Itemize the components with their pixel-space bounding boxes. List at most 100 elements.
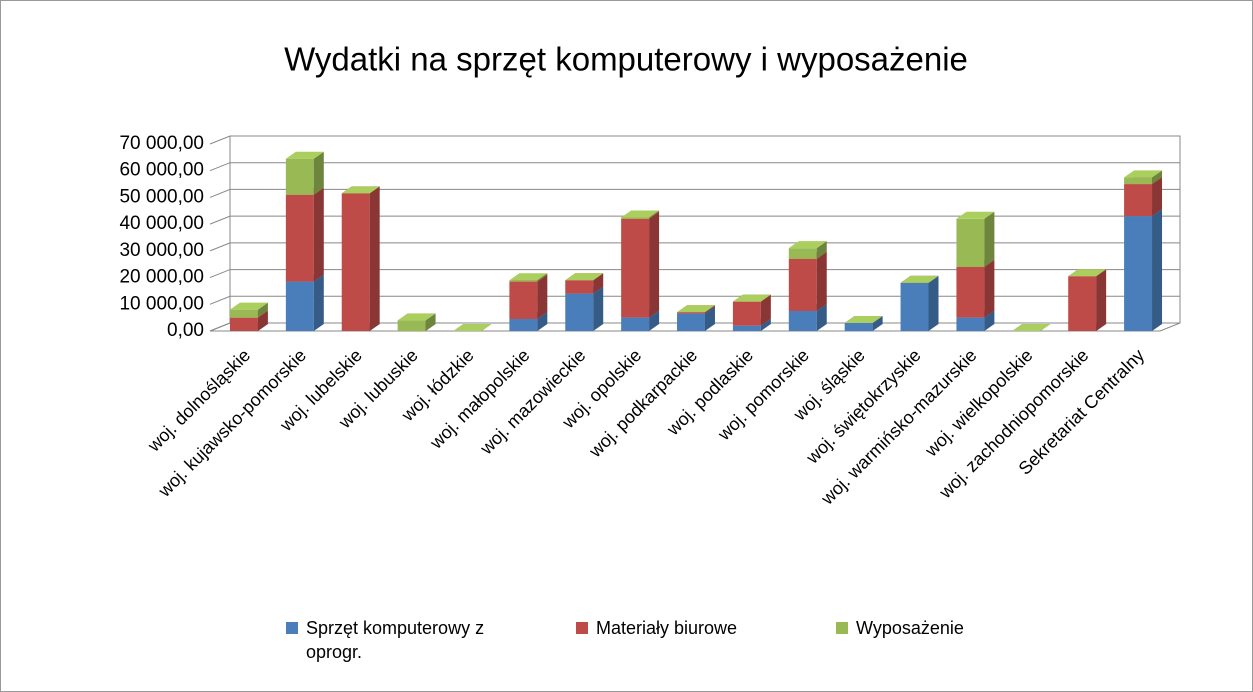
bar-top — [453, 324, 492, 331]
bar-top — [509, 273, 548, 281]
bar-side — [649, 211, 660, 318]
bar-side — [537, 311, 548, 331]
bar-front — [956, 317, 985, 331]
bar-top — [1124, 170, 1163, 178]
y-tick-label: 50 000,00 — [119, 186, 204, 207]
bar-front — [509, 318, 538, 331]
bar-segment — [844, 315, 883, 323]
bar-top — [788, 241, 827, 249]
bar-top — [732, 294, 771, 302]
chart-title: Wydatki na sprzęt komputerowy i wyposaże… — [284, 41, 968, 78]
bar-top — [285, 151, 324, 159]
bar-front — [956, 218, 985, 267]
bar-front — [621, 317, 650, 331]
bar-segment — [341, 186, 380, 194]
y-tick-label: 0,00 — [167, 320, 204, 341]
bar-side — [593, 286, 604, 331]
bar-side — [704, 305, 715, 314]
bar-front — [621, 217, 650, 219]
bar-segment — [1068, 269, 1107, 277]
y-tick-label: 10 000,00 — [119, 293, 204, 314]
bar-front — [1124, 216, 1153, 331]
grid-line — [209, 188, 1180, 198]
bar-side — [1152, 209, 1163, 331]
bar-segment — [1124, 170, 1163, 185]
legend-swatch — [286, 622, 298, 634]
bar-top — [1012, 324, 1051, 331]
bar-side — [984, 211, 995, 267]
bar-side — [313, 151, 324, 195]
grid-line — [209, 162, 1180, 172]
bar-front — [341, 193, 370, 331]
bar-segment — [621, 210, 660, 219]
bar-front — [229, 317, 258, 331]
bar-side — [1152, 170, 1163, 185]
bar-front — [509, 280, 538, 282]
bar-side — [984, 310, 995, 331]
bar-top — [900, 275, 939, 283]
y-tick-label: 30 000,00 — [119, 240, 204, 261]
bar-segment — [788, 251, 827, 311]
bar-top — [229, 302, 268, 310]
bar-front — [677, 313, 705, 331]
bar-side — [257, 310, 268, 331]
bar-front — [229, 309, 258, 318]
bar-side — [313, 187, 324, 282]
bar-front — [732, 325, 761, 331]
bar-top — [844, 315, 883, 323]
bar-segment — [1124, 209, 1163, 331]
grid-line — [209, 295, 1180, 305]
bar-segment — [732, 294, 771, 302]
bar-side — [872, 315, 883, 331]
grid-line — [209, 269, 1180, 279]
bar-side — [760, 294, 771, 326]
bar-side — [313, 274, 324, 331]
bar-front — [788, 258, 817, 311]
bar-segment — [1068, 269, 1107, 331]
bar-side — [704, 306, 715, 331]
bar-front — [788, 310, 817, 331]
bar-front — [565, 293, 594, 331]
bar-segment — [397, 313, 436, 331]
bar-front — [1068, 276, 1097, 331]
bar-side — [593, 273, 604, 294]
bar-front — [900, 282, 929, 331]
bar-segment — [677, 305, 715, 313]
bar-front — [1124, 177, 1153, 185]
bar-front — [285, 281, 314, 331]
bar-front — [844, 322, 873, 331]
bar-segment — [956, 211, 995, 267]
bar-front — [565, 280, 594, 294]
bar-front — [285, 158, 314, 195]
grid-line — [209, 215, 1180, 225]
grid-line — [209, 135, 1180, 145]
bar-segment — [788, 241, 827, 259]
bar-top — [397, 313, 436, 321]
bar-front — [732, 301, 761, 326]
bar-segment — [453, 324, 492, 331]
legend-swatch — [836, 622, 848, 634]
bar-side — [816, 303, 827, 331]
grid-line — [209, 242, 1180, 252]
bar-segment — [900, 275, 939, 283]
bar-segment — [229, 302, 268, 318]
bar-front — [788, 248, 817, 259]
bar-top — [677, 305, 715, 313]
bar-segment — [621, 211, 660, 318]
y-tick-label: 40 000,00 — [119, 213, 204, 234]
bar-side — [257, 302, 268, 318]
legend-swatch — [576, 622, 588, 634]
y-tick-label: 60 000,00 — [119, 160, 204, 181]
bar-top — [1068, 269, 1107, 277]
bar-side — [537, 273, 548, 282]
bar-top — [341, 186, 380, 194]
bar-side — [928, 275, 939, 331]
bar-segment — [341, 186, 380, 331]
bar-top — [956, 211, 995, 219]
bar-front — [397, 320, 426, 331]
legend-label: Sprzęt komputerowy z oprogr. — [306, 618, 485, 662]
bar-front — [509, 281, 538, 319]
bar-segment — [285, 274, 324, 331]
